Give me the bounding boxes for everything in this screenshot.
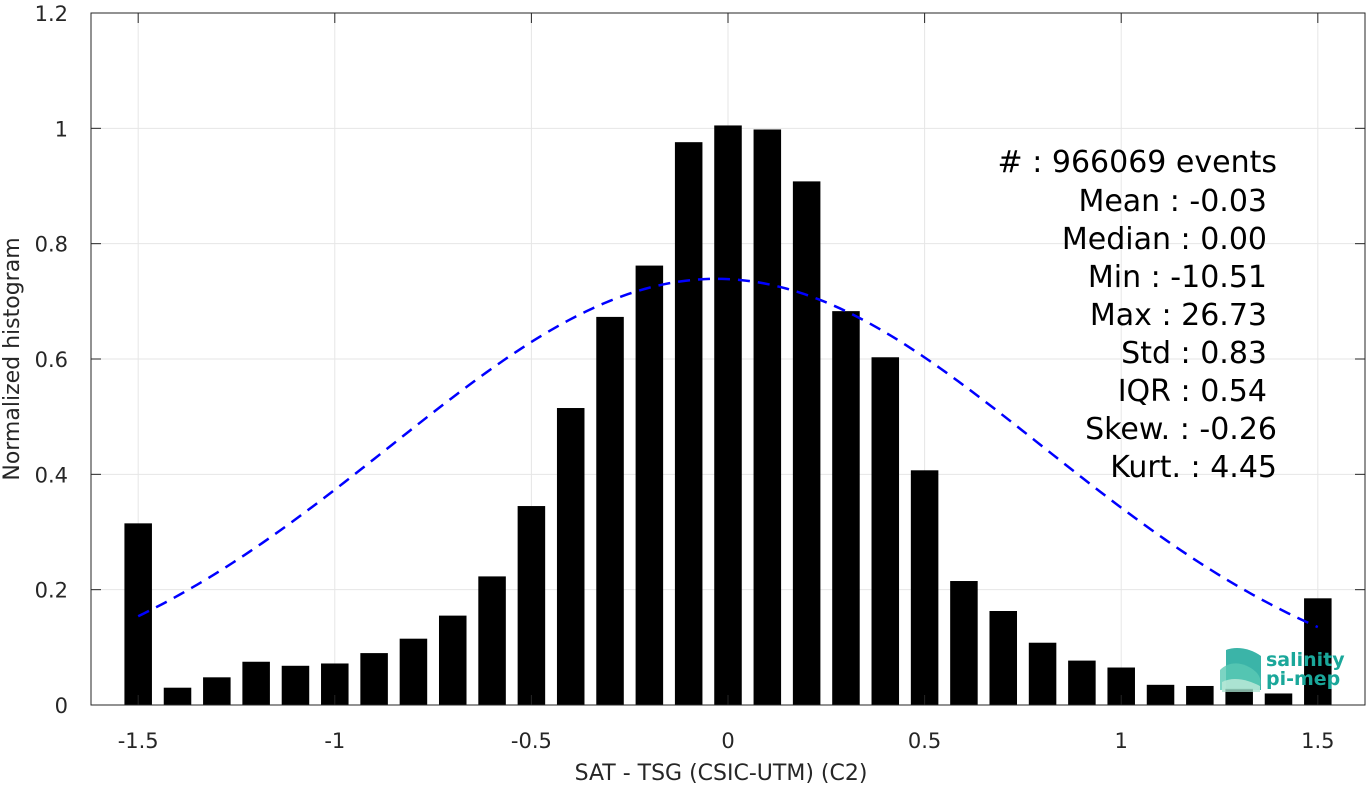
histogram-bar (989, 611, 1018, 705)
y-tick-labels: 0 0.2 0.4 0.6 0.8 1 1.2 (35, 2, 68, 718)
stat-mean: Mean : -0.03 (1078, 184, 1267, 219)
y-tick-label: 0.4 (35, 463, 68, 487)
stat-median: Median : 0.00 (1062, 222, 1267, 257)
histogram-bar (753, 129, 782, 705)
histogram-bar (203, 677, 231, 705)
histogram-bar (163, 687, 192, 705)
x-axis-label: SAT - TSG (CSIC-UTM) (C2) (575, 761, 868, 785)
histogram-bar (1146, 684, 1175, 705)
x-tick-label: -1 (324, 729, 345, 753)
histogram-bar (910, 470, 939, 705)
histogram-bar (1264, 693, 1293, 705)
histogram-bar (478, 576, 506, 705)
histogram-bar (596, 316, 624, 705)
histogram-bar (1304, 598, 1332, 705)
histogram-bar (438, 615, 467, 705)
histogram-bar (832, 311, 860, 705)
logo-text-salinity: salinity (1266, 649, 1345, 671)
x-tick-label: -0.5 (511, 729, 552, 753)
x-tick-labels: -1.5 -1 -0.5 0 0.5 1 1.5 (118, 729, 1335, 753)
stat-events: # : 966069 events (998, 145, 1277, 180)
histogram-bar (360, 653, 388, 705)
histogram-bar (871, 357, 900, 705)
histogram-bar (242, 661, 270, 705)
histogram-bars (124, 125, 1332, 706)
histogram-bar (281, 665, 310, 705)
histogram-bar (1186, 685, 1214, 705)
gaussian-fit-curve (137, 277, 1319, 629)
histogram-bar (1028, 642, 1057, 705)
y-axis-label: Normalized histogram (0, 237, 25, 480)
y-tick-label: 1.2 (35, 2, 68, 26)
y-tick-label: 0.2 (35, 579, 68, 603)
x-tick-label: 0 (721, 729, 734, 753)
salinity-pi-mep-logo: salinity pi-mep (1220, 648, 1345, 692)
y-tick-label: 1 (55, 117, 68, 141)
histogram-bar (399, 638, 428, 705)
x-tick-label: 1 (1115, 729, 1128, 753)
histogram-bar (1068, 660, 1096, 705)
histogram-bar (674, 142, 703, 705)
x-tick-label: -1.5 (118, 729, 159, 753)
stat-max: Max : 26.73 (1090, 298, 1267, 333)
x-tick-label: 1.5 (1301, 729, 1334, 753)
histogram-bar (517, 506, 546, 705)
stat-skew: Skew. : -0.26 (1085, 412, 1277, 447)
histogram-bar (124, 523, 152, 705)
axis-ticks (91, 12, 1365, 706)
histogram-bar (714, 125, 742, 705)
wave-icon (1220, 648, 1261, 692)
histogram-bar (950, 581, 978, 705)
stat-kurt: Kurt. : 4.45 (1110, 450, 1277, 485)
histogram-bar (792, 181, 821, 706)
logo-text-pimep: pi-mep (1266, 668, 1340, 690)
x-tick-label: 0.5 (908, 729, 941, 753)
histogram-bar (635, 265, 664, 705)
stat-std: Std : 0.83 (1121, 336, 1267, 371)
y-tick-label: 0.6 (35, 348, 68, 372)
y-tick-label: 0.8 (35, 233, 68, 257)
stat-min: Min : -10.51 (1088, 260, 1267, 295)
stat-iqr: IQR : 0.54 (1118, 374, 1267, 409)
stats-box: # : 966069 events Mean : -0.03 Median : … (998, 145, 1277, 485)
histogram-bar (556, 408, 585, 705)
y-tick-label: 0 (55, 694, 68, 718)
histogram-bar (1225, 688, 1253, 705)
